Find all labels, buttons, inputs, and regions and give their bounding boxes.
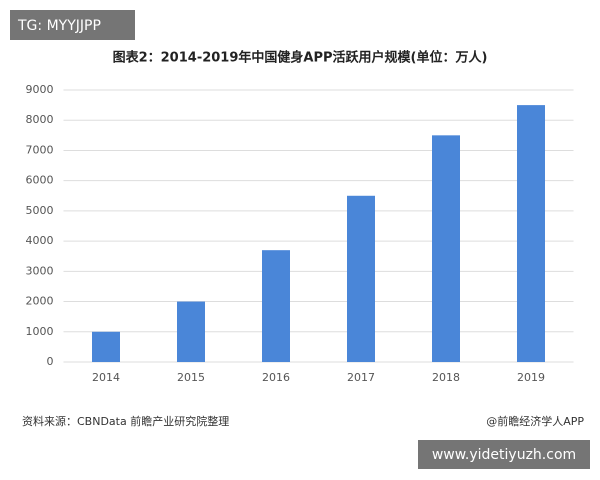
y-tick-label: 1000	[26, 325, 54, 338]
bar	[177, 301, 205, 362]
bar	[517, 105, 545, 362]
y-tick-label: 0	[47, 355, 54, 368]
x-tick-label: 2016	[262, 371, 290, 384]
bar	[262, 250, 290, 362]
watermark-box	[418, 440, 590, 469]
y-tick-label: 5000	[26, 204, 54, 217]
x-tick-label: 2014	[92, 371, 120, 384]
x-tick-label: 2017	[347, 371, 375, 384]
bar	[432, 135, 460, 362]
watermark-text: TG: MYYJJPP	[17, 18, 101, 34]
watermark-text: www.yidetiyuzh.com	[432, 447, 576, 463]
credit: @前瞻经济学人APP	[486, 414, 584, 428]
x-tick-label: 2018	[432, 371, 460, 384]
y-tick-label: 7000	[26, 143, 54, 156]
x-tick-label: 2019	[517, 371, 545, 384]
bar	[92, 331, 120, 362]
y-tick-label: 9000	[26, 83, 54, 96]
source-note: 资料来源：CBNData 前瞻产业研究院整理	[22, 414, 229, 428]
chart-title: 图表2：2014-2019年中国健身APP活跃用户规模(单位：万人)	[113, 50, 488, 66]
bar	[347, 195, 375, 362]
y-tick-label: 8000	[26, 113, 54, 126]
y-tick-label: 4000	[26, 234, 54, 247]
watermark-box	[10, 10, 135, 40]
y-tick-label: 6000	[26, 174, 54, 187]
x-tick-label: 2015	[177, 371, 205, 384]
y-tick-label: 3000	[26, 264, 54, 277]
y-tick-label: 2000	[26, 295, 54, 308]
